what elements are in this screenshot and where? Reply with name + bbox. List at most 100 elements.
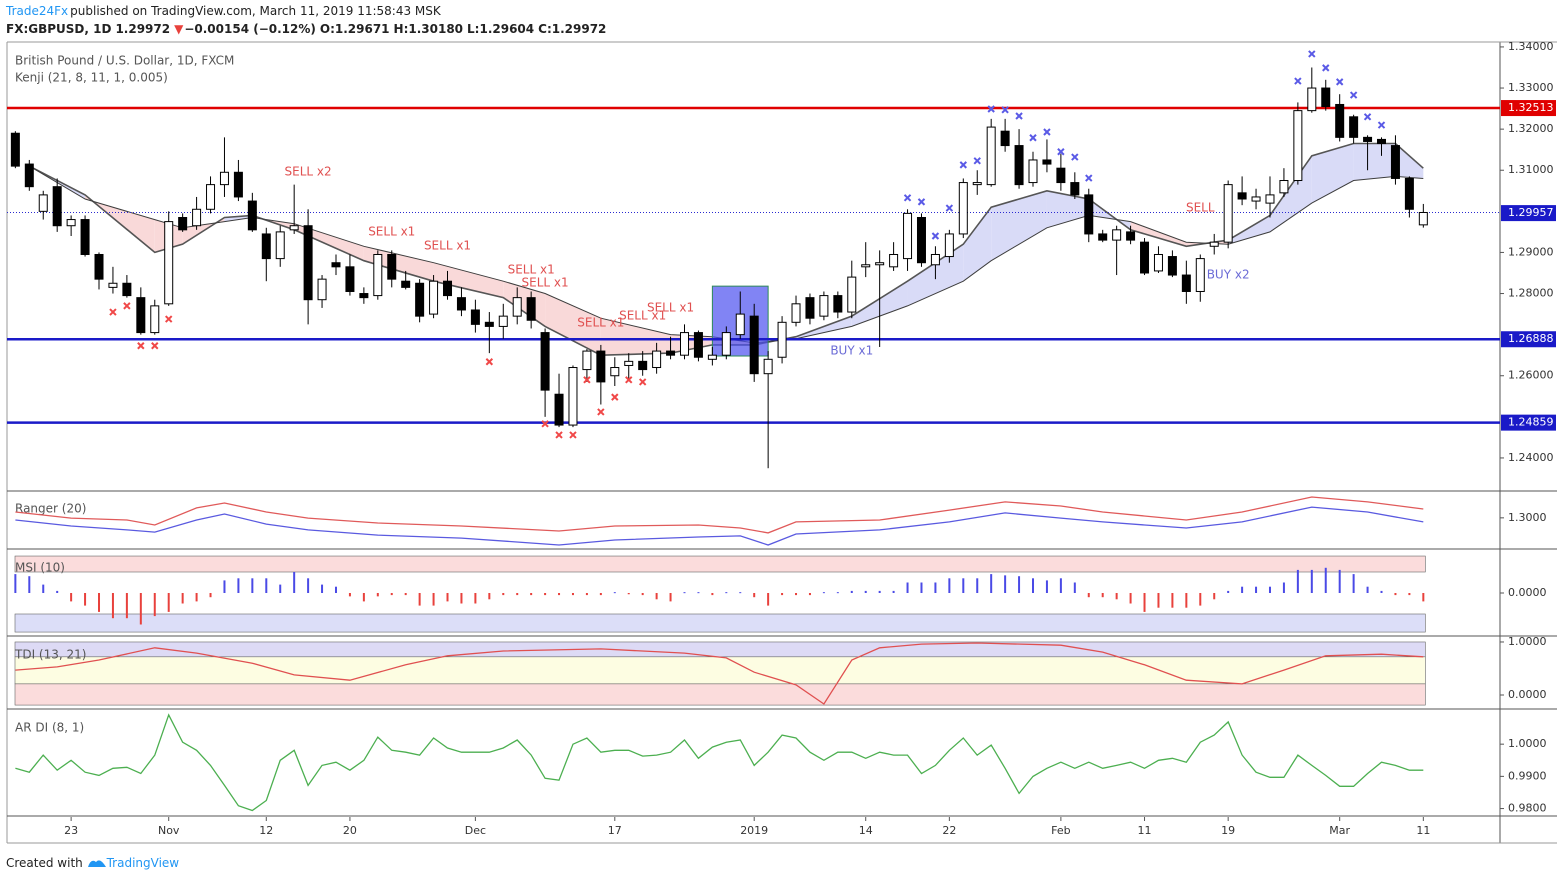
histogram-bar [850,590,853,593]
histogram-bar [1143,593,1146,612]
histogram-bar [418,593,421,606]
histogram-bar [1199,593,1202,606]
histogram-bar [307,578,310,593]
candle-body [1251,196,1261,202]
kenji-cloud [600,318,671,356]
candle-body [930,253,940,266]
candle-body [1237,192,1247,200]
price-label: 1.26888 [1508,332,1554,345]
candle-body [679,332,689,356]
candle-body [498,315,508,327]
candle-body [1377,138,1387,145]
candle-body [847,276,857,313]
candle-body [80,219,90,255]
price-box [1501,205,1556,222]
candle-body [484,321,494,327]
histogram-bar [655,593,658,600]
histogram-bar [223,580,226,593]
histogram-bar [1296,569,1299,593]
histogram-bar [195,593,198,602]
x-tick-label: 22 [942,824,956,837]
candle-body [10,132,20,167]
signal-marker [945,204,954,212]
histogram-bar [697,592,700,594]
indicator-line [15,713,1424,812]
candle-body [178,217,188,231]
signal-marker [555,431,563,439]
indicator-line [15,506,1424,546]
histogram-bar [153,593,156,617]
histogram-bar [1115,593,1118,600]
histogram-bar [167,593,170,612]
histogram-bar [585,593,588,596]
histogram-bar [725,592,728,594]
x-tick-label: 19 [1221,824,1235,837]
candle-body [373,253,383,297]
signal-marker [1029,134,1037,142]
candle-body [415,282,425,317]
candle-body [275,231,285,260]
signal-marker [123,302,131,310]
candle-body [596,350,606,383]
histogram-bar [711,593,714,596]
histogram-bar [990,574,993,593]
histogram-bar [1255,586,1258,593]
histogram-bar [767,593,770,606]
candle-body [791,303,801,323]
histogram-bar [1422,593,1425,602]
y-tick-label: 1.0000 [1508,737,1547,750]
histogram-bar [404,593,407,596]
price-box [1501,331,1556,348]
candle-body [1112,229,1122,241]
candle-body [986,126,996,186]
histogram-bar [962,578,965,593]
candle-body [693,332,703,358]
pane-title: MSI (10) [15,561,65,575]
candle-body [916,217,926,264]
kenji-cloud [1395,143,1424,179]
y-tick-label: 0.0000 [1508,586,1547,599]
logo [87,860,106,867]
candle-body [638,360,648,371]
candle-body [763,358,773,375]
candle-body [261,233,271,260]
y-tick-label: 1.26000 [1508,369,1554,382]
signal-marker [1057,148,1065,156]
pane-title: Ranger (20) [15,502,86,516]
ohlc: H:1.30180 [393,22,464,36]
candle-body [24,163,34,188]
candle-body [1070,182,1080,196]
histogram-bar [321,584,324,593]
signal-marker [1001,106,1009,114]
histogram-bar [753,593,756,598]
candle-body [1404,177,1414,210]
y-tick-label: 0.0000 [1508,688,1547,701]
candle-body [526,297,536,321]
candle-body [1279,180,1289,194]
signal-marker [611,393,619,401]
candle-body [1000,130,1010,147]
candle-body [331,262,341,268]
publisher[interactable]: Trade24Fx [6,4,69,18]
y-tick-label: 0.9900 [1508,769,1547,782]
symbol-title: British Pound / U.S. Dollar, 1D, FXCM [15,54,234,68]
histogram-bar [1045,580,1048,593]
signal-marker [1308,50,1316,58]
candle-body [861,264,871,268]
histogram-bar [739,592,742,594]
y-tick-label: 1.3000 [1508,511,1547,524]
created: Created with [6,856,83,870]
kenji-cloud [963,207,992,282]
histogram-bar [906,582,909,593]
histogram-bar [474,593,477,604]
x-tick-label: 11 [1138,824,1152,837]
kenji-cloud [1228,215,1270,245]
y-tick-label: 1.28000 [1508,287,1554,300]
histogram-bar [864,590,867,593]
histogram-bar [1241,586,1244,593]
histogram-bar [460,593,463,604]
signal-marker [903,194,912,202]
brand[interactable]: TradingView [106,856,180,870]
arrow: ▼ [174,22,184,36]
candle-body [1126,231,1136,241]
